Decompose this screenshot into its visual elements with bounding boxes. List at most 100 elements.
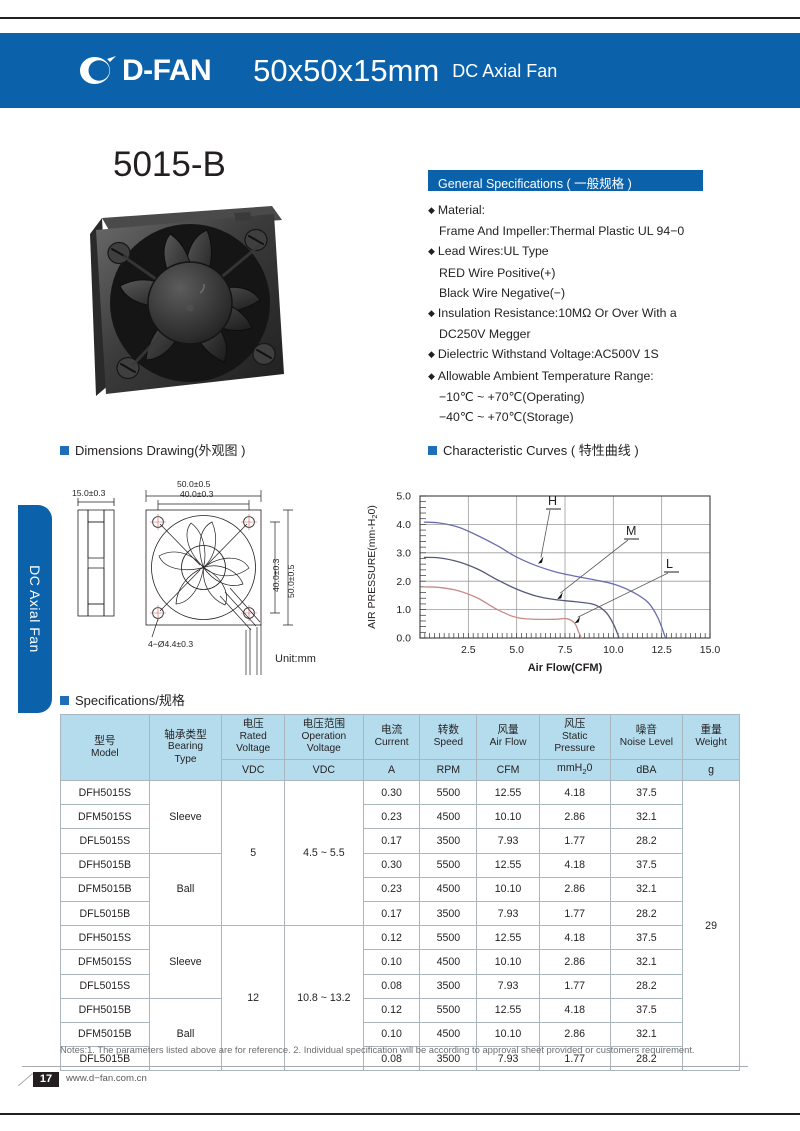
column-header-en: Current <box>374 737 409 748</box>
dimensions-drawing-heading-label: Dimensions Drawing(外观图 ) <box>75 443 246 458</box>
column-header-cn: 电压范围 <box>302 718 346 731</box>
cell-air-flow: 7.93 <box>476 828 540 854</box>
cell-current: 0.30 <box>362 779 421 806</box>
footer-url: www.d−fan.com.cn <box>66 1073 147 1084</box>
cell-current: 0.23 <box>362 804 421 830</box>
column-header-cn: 轴承类型 <box>164 728 207 741</box>
specifications-heading: Specifications/规格 <box>60 690 185 709</box>
cell-bearing-type: Sleeve <box>148 780 223 854</box>
column-header-cn: 风量 <box>497 724 519 737</box>
cell-static-pressure: 1.77 <box>538 828 611 854</box>
table-row: DFL5015B 0.17 3500 7.93 1.77 28.2 <box>60 900 740 927</box>
bullet-square-icon <box>60 446 69 455</box>
table-column-header: 轴承类型 Bearing Type <box>148 714 223 781</box>
top-rule <box>0 17 800 19</box>
cell-model: DFH5015B <box>60 852 150 878</box>
x-tick-label: 2.5 <box>461 644 476 656</box>
cell-speed: 3500 <box>419 973 478 999</box>
table-column-header: 风压 Static Pressure <box>538 714 611 760</box>
cell-model: DFL5015S <box>60 828 150 854</box>
cell-speed: 3500 <box>419 900 478 927</box>
table-header-row-top: 型号 Model 轴承类型 Bearing Type 电压 Rated Voltage 电压范围… <box>60 714 740 781</box>
cell-air-flow: 10.10 <box>476 949 540 975</box>
cell-model: DFL5015S <box>60 973 150 999</box>
table-row: DFM5015S 0.23 4500 10.10 2.86 32.1 <box>60 804 740 830</box>
table-unit-header: RPM <box>419 759 478 781</box>
cell-bearing-type: Ball <box>148 997 223 1072</box>
table-row: DFH5015S Sleeve 5 4.5 ~ 5.5 0.30 5500 12.55 4.1… <box>60 779 740 1072</box>
dim-unit-note: Unit:mm <box>275 653 316 665</box>
table-header: 型号 Model 轴承类型 Bearing Type 电压 Rated Voltage 电压范围… <box>60 714 740 781</box>
page-title: 5015-B <box>113 145 226 184</box>
dimensions-drawing: 15.0±0.3 50.0±0.5 40.0±0.3 40.0±0.3 50.0… <box>60 470 360 685</box>
column-header-cn: 重量 <box>700 724 722 737</box>
characteristic-curves-heading-label: Characteristic Curves ( 特性曲线 ) <box>443 443 639 458</box>
product-photo <box>76 196 304 408</box>
table-column-header: 转数 Speed <box>419 714 478 760</box>
cell-model: DFH5015S <box>60 779 150 806</box>
specifications-table: 型号 Model 轴承类型 Bearing Type 电压 Rated Voltage 电压范围… <box>60 714 740 1072</box>
general-specifications-heading: General Specifications ( 一般规格 ) <box>428 170 703 191</box>
table-column-header: 电压 Rated Voltage <box>221 714 286 760</box>
cell-bearing-type: Sleeve <box>148 925 223 999</box>
cell-noise-level: 37.5 <box>609 852 684 878</box>
cell-speed: 4500 <box>419 804 478 830</box>
cell-air-flow: 10.10 <box>476 804 540 830</box>
column-header-en: Weight <box>695 737 727 748</box>
table-notes: Notes:1. The parameters listed above are… <box>60 1044 695 1055</box>
table-column-header: 电流 Current <box>362 714 421 760</box>
cell-air-flow: 10.10 <box>476 876 540 902</box>
y-axis-label: AIR PRESSURE(mm-H20) <box>366 505 379 629</box>
curve-label-H: H <box>548 494 557 508</box>
cell-noise-level: 32.1 <box>609 804 684 830</box>
table-row: DFH5015B Ball 0.30 5500 12.55 4.18 37.5 <box>60 852 740 927</box>
cell-static-pressure: 4.18 <box>538 925 611 951</box>
cell-noise-level: 37.5 <box>609 925 684 951</box>
general-spec-item: −40℃ ~ +70℃(Storage) <box>439 410 574 425</box>
cell-current: 0.30 <box>362 852 421 878</box>
cell-static-pressure: 4.18 <box>538 852 611 878</box>
cell-speed: 5500 <box>419 925 478 951</box>
cell-air-flow: 10.10 <box>476 1021 540 1048</box>
x-axis-label: Air Flow(CFM) <box>528 662 603 674</box>
cell-current: 0.10 <box>362 1021 421 1048</box>
general-specifications-list: Material: Frame And Impeller:Thermal Plas… <box>428 200 758 427</box>
cell-static-pressure: 4.18 <box>538 779 611 806</box>
column-header-en: Voltage <box>236 743 271 755</box>
dim-overall-width: 50.0±0.5 <box>177 479 211 489</box>
table-unit-header: mmH20 <box>538 759 611 781</box>
column-header-en: Model <box>90 747 119 759</box>
cell-noise-level: 28.2 <box>609 973 684 999</box>
curve-series-M <box>423 556 620 639</box>
cell-static-pressure: 2.86 <box>538 949 611 975</box>
y-tick-label: 3.0 <box>396 547 411 559</box>
table-column-header: 噪音 Noise Level <box>609 714 684 760</box>
column-header-en: Speed <box>433 737 464 748</box>
table-unit-header: g <box>682 759 740 781</box>
page-banner: D-FAN 50x50x15mm DC Axial Fan <box>0 33 800 108</box>
general-spec-item: Black Wire Negative(−) <box>439 285 566 300</box>
general-spec-item: Allowable Ambient Temperature Range: <box>428 366 758 387</box>
brand-name: D-FAN <box>122 53 212 87</box>
x-tick-label: 10.0 <box>603 644 624 656</box>
column-header-cn: 电流 <box>381 724 403 737</box>
cell-model: DFH5015B <box>60 997 150 1023</box>
cell-static-pressure: 1.77 <box>538 973 611 999</box>
cell-speed: 5500 <box>419 852 478 878</box>
table-row: DFH5015B Ball 0.12 5500 12.55 4.18 37.5 <box>60 997 740 1072</box>
cell-static-pressure: 1.77 <box>538 900 611 927</box>
cell-weight: 29 <box>682 779 740 1072</box>
column-header-en: Rated <box>239 730 267 742</box>
cell-model: DFM5015B <box>60 1021 150 1048</box>
table-row: DFH5015S Sleeve 12 10.8 ~ 13.2 0.12 5500 12.55… <box>60 925 740 1072</box>
bottom-rule <box>0 1113 800 1115</box>
bullet-square-icon <box>428 446 437 455</box>
y-tick-label: 0.0 <box>396 633 411 645</box>
cell-speed: 4500 <box>419 949 478 975</box>
table-body: DFH5015S Sleeve 5 4.5 ~ 5.5 0.30 5500 12.55 4.1… <box>60 779 740 1072</box>
cell-operation-voltage: 4.5 ~ 5.5 <box>284 779 364 927</box>
cell-model: DFM5015B <box>60 876 150 902</box>
dim-side-thickness: 15.0±0.3 <box>72 488 106 498</box>
table-unit-header: dBA <box>609 759 684 781</box>
